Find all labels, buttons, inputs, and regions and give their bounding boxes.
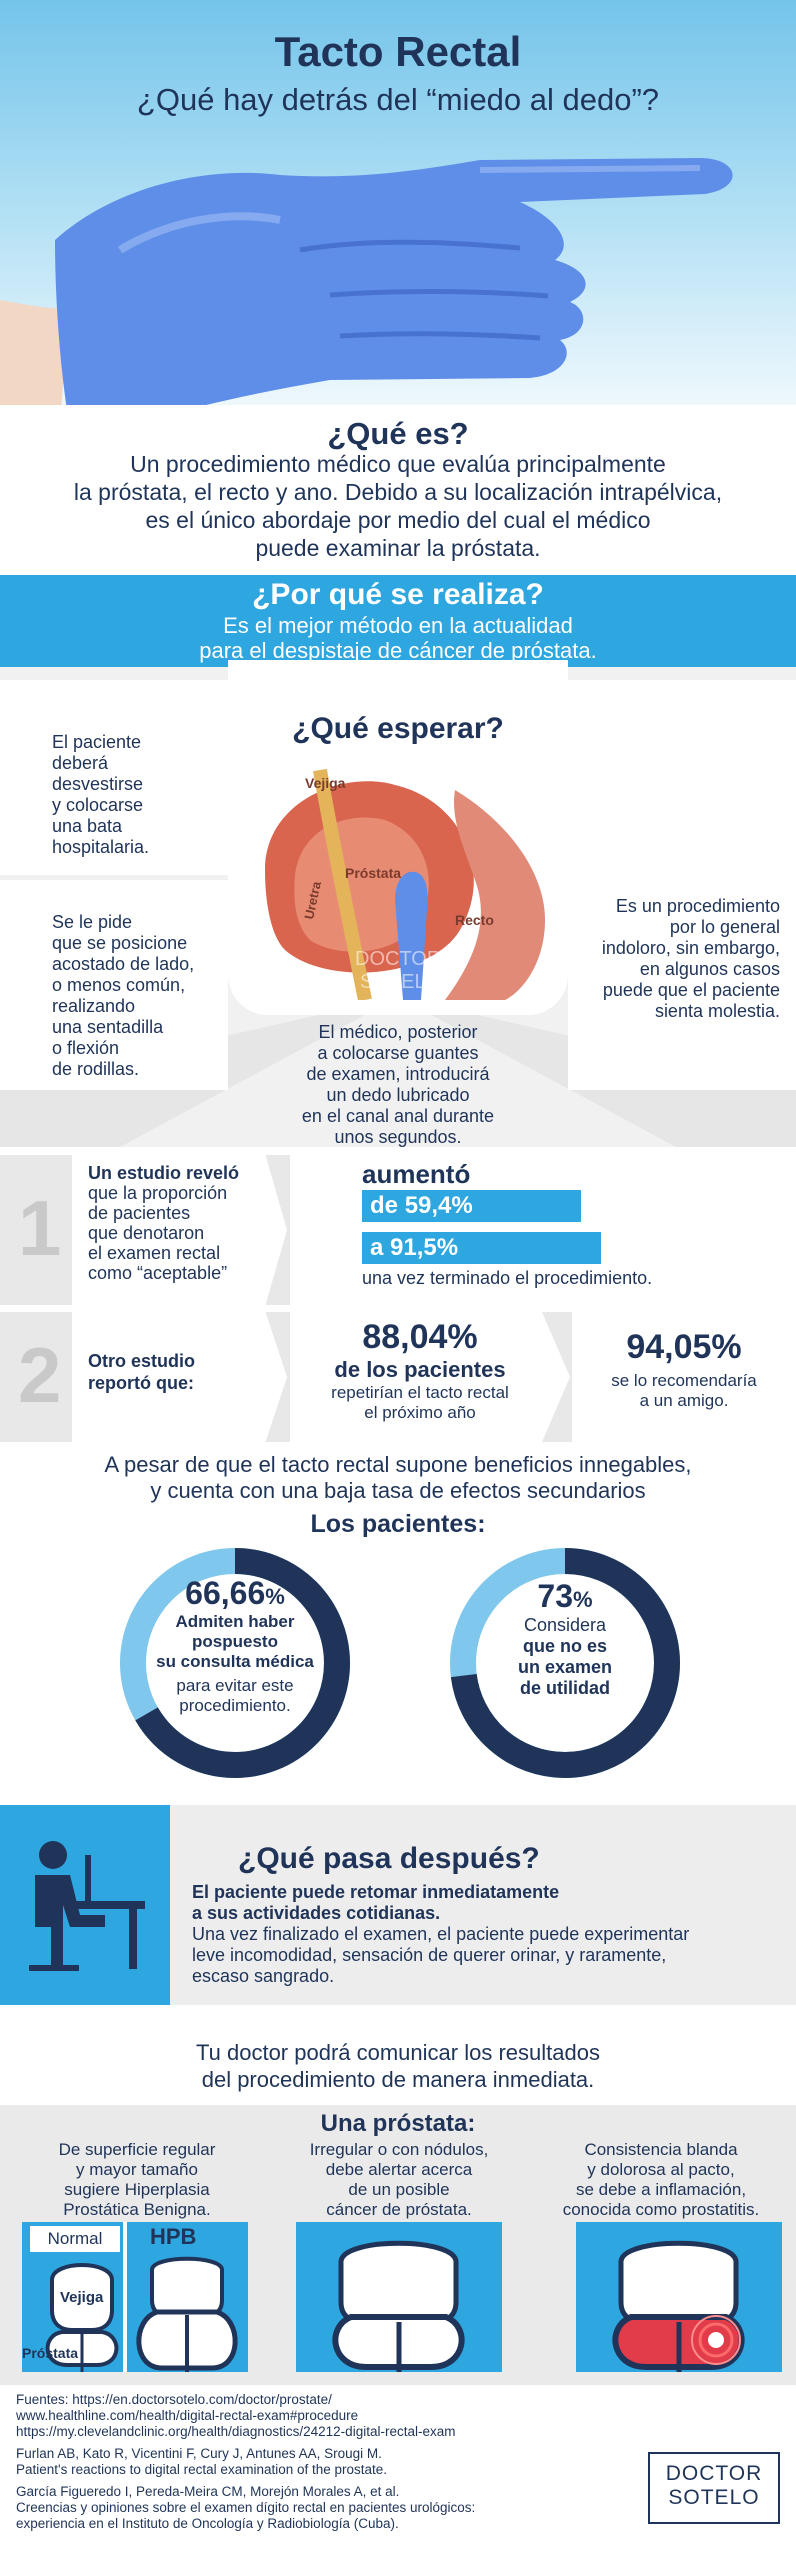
esperar-left-top-text: El paciente deberá desvestirse y colocarse…	[52, 732, 150, 857]
logo-line: DOCTOR	[665, 2462, 763, 2485]
por-que-line: para el despistaje de cáncer de próstata…	[199, 638, 597, 663]
fuentes-text: Fuentes: https://en.doctorsotelo.com/doc…	[16, 2392, 476, 2531]
vejiga-hpb-label: Vejiga	[60, 2289, 104, 2306]
anatomy-illustration: Vejiga Próstata Uretra Recto DOCTOR SOTE…	[265, 768, 545, 1000]
cancer-prostate-illustration	[332, 2240, 465, 2372]
study2-stat1: 88,04% de los pacientes repetirían el ta…	[331, 1318, 509, 1422]
por-que-band	[0, 575, 796, 667]
study1-footer: una vez terminado el procedimiento.	[362, 1268, 653, 1288]
esperar-center-text: El médico, posterior a colocarse guantes d…	[301, 1022, 495, 1147]
que-es-line: es el único abordaje por medio del cual …	[145, 507, 651, 533]
resultados-line: Tu doctor podrá comunicar los resultados	[196, 2040, 600, 2065]
hpb-label: HPB	[150, 2224, 197, 2249]
study2-text: Otro estudio reportó que:	[88, 1351, 195, 1393]
page-title: Tacto Rectal	[274, 28, 522, 75]
por-que-title: ¿Por qué se realiza?	[252, 578, 544, 611]
watermark-line: SOTELO	[360, 971, 441, 993]
study2-number: 2	[18, 1331, 62, 1419]
que-es-title: ¿Qué es?	[327, 416, 469, 451]
pacientes-intro-line: y cuenta con una baja tasa de efectos se…	[150, 1478, 646, 1503]
recto-label: Recto	[455, 912, 494, 928]
study1-text: Un estudio reveló que la proporción de pac…	[88, 1163, 240, 1283]
watermark-line: DOCTOR	[355, 948, 441, 970]
despues-title: ¿Qué pasa después?	[238, 1842, 540, 1875]
vejiga-label: Vejiga	[305, 775, 346, 791]
study2-text-card	[72, 1312, 287, 1442]
donut-chart-1	[120, 1548, 350, 1778]
left-bottom-card	[0, 880, 228, 1090]
study1-bar-to: a 91,5%	[362, 1232, 601, 1264]
study2-stat1-card	[290, 1312, 570, 1442]
study1-aumento: aumentó	[362, 1159, 471, 1189]
donut-chart-2	[450, 1548, 680, 1778]
pacientes-title: Los pacientes:	[310, 1510, 486, 1538]
que-esperar-title: ¿Qué esperar?	[292, 712, 504, 745]
study2-stat2-card	[572, 1312, 796, 1442]
donut1-text: 66,66% Admiten haber pospuesto su consul…	[156, 1575, 314, 1715]
hpb-illustration: Vejiga Próstata	[22, 2256, 238, 2372]
doctor-sotelo-logo: DOCTOR SOTELO	[648, 2452, 780, 2524]
prostata-hpb-label: Próstata	[22, 2345, 78, 2361]
donut2-value-arc	[450, 1548, 680, 1778]
prostata-col2-text: Irregular o con nódulos, debe alertar ace…	[309, 2140, 489, 2219]
que-es-line: Un procedimiento médico que evalúa princ…	[130, 451, 666, 477]
despues-text: El paciente puede retomar inmediatamente…	[192, 1882, 690, 1986]
study1-number: 1	[18, 1184, 62, 1272]
prostatitis-illustration	[612, 2240, 745, 2372]
glove-illustration	[0, 158, 733, 430]
study1-stats-card	[290, 1155, 796, 1305]
prostata-label: Próstata	[345, 865, 401, 881]
left-top-card	[0, 680, 228, 875]
normal-label: Normal	[30, 2226, 120, 2252]
prostata-col1-text: De superficie regular y mayor tamaño sugie…	[58, 2140, 216, 2219]
right-card	[568, 680, 796, 1090]
card-divider	[123, 2222, 127, 2372]
pacientes-intro-line: A pesar de que el tacto rectal supone be…	[104, 1452, 692, 1477]
por-que-line: Es el mejor método en la actualidad	[223, 613, 573, 638]
donut2-text: 73% Considera que no es un examen de uti…	[517, 1578, 613, 1698]
que-es-line: puede examinar la próstata.	[255, 535, 541, 561]
que-es-line: la próstata, el recto y ano. Debido a su…	[73, 479, 723, 505]
logo-line: SOTELO	[668, 2486, 760, 2509]
study1-bar-from: de 59,4%	[362, 1190, 581, 1222]
resultados-line: del procedimiento de manera inmediata.	[201, 2067, 595, 2092]
study1-text-card	[72, 1155, 287, 1305]
esperar-left-bottom-text: Se le pide que se posicione acostado de la…	[52, 912, 195, 1079]
page-subtitle: ¿Qué hay detrás del “miedo al dedo”?	[136, 82, 660, 117]
prostata-title: Una próstata:	[320, 2110, 476, 2137]
que-es-background	[0, 405, 796, 575]
donut1-value-arc	[120, 1548, 350, 1778]
study2-stat2: 94,05% se lo recomendaría a un amigo.	[611, 1328, 757, 1410]
esperar-right-text: Es un procedimiento por lo general indolor…	[601, 896, 780, 1021]
desk-worker-icon	[29, 1841, 145, 1971]
prostata-col3-text: Consistencia blanda y dolorosa al pacto, s…	[562, 2140, 760, 2219]
